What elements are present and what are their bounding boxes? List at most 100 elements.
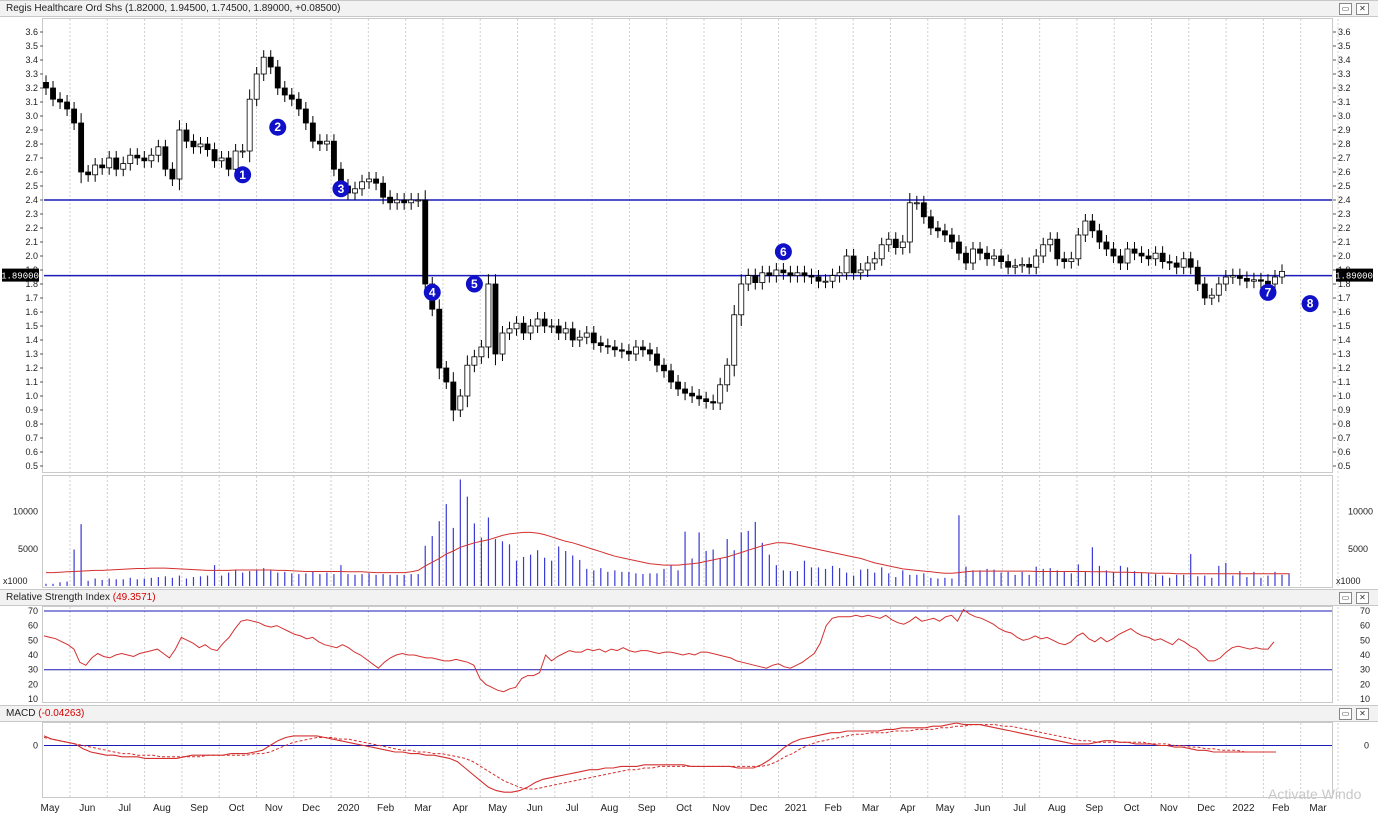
candle-up [239, 150, 246, 153]
x-tick-label: Nov [265, 803, 283, 814]
marker-circle-2 [269, 118, 287, 136]
macd-close-icon[interactable]: ✕ [1356, 708, 1369, 720]
candle-down [1243, 277, 1250, 282]
candle-down [1166, 261, 1173, 264]
rsi-title: Relative Strength Index [6, 592, 110, 603]
candle-down [710, 401, 717, 404]
candle-up [260, 56, 267, 75]
price-axis-label-right: 2.8 [1338, 139, 1351, 149]
rsi-axis-label-right: 30 [1360, 665, 1370, 675]
macd-restore-icon[interactable]: ▭ [1339, 708, 1352, 720]
candle-down [977, 248, 983, 254]
price-axis-label-right: 1.5 [1338, 321, 1351, 331]
candle-down [225, 157, 232, 170]
macd-pane[interactable] [42, 722, 1333, 798]
price-axis-label-right: 3.3 [1338, 69, 1351, 79]
macd-signal-line [43, 724, 1269, 790]
candle-down [1194, 266, 1201, 285]
candle-up [843, 255, 850, 274]
candle-up [829, 275, 836, 282]
candle-down [1110, 248, 1117, 257]
price-axis-label-left: 0.7 [25, 433, 38, 443]
candle-down [934, 227, 941, 232]
candle-up [148, 154, 155, 162]
candle-up [1019, 263, 1026, 267]
price-axis-label-left: 2.5 [25, 181, 38, 191]
candle-down [422, 199, 429, 285]
rsi-restore-icon[interactable]: ▭ [1339, 592, 1352, 604]
candle-down [331, 140, 337, 170]
price-axis-label-left: 2.9 [25, 125, 38, 135]
price-axis-label-left: 3.6 [25, 27, 38, 37]
price-axis-label-right: 3.5 [1338, 41, 1351, 51]
candle-up [1279, 270, 1285, 278]
price-axis-label-right: 1.8 [1338, 279, 1351, 289]
marker-label-8: 8 [1307, 297, 1314, 311]
candle-up [632, 346, 639, 355]
candle-up [464, 364, 471, 397]
x-tick-label: 2022 [1232, 803, 1255, 814]
candle-up [1082, 220, 1089, 236]
candle-up [253, 73, 260, 100]
rsi-axis-label-left: 10 [28, 694, 38, 704]
price-axis-label-left: 1.6 [25, 307, 38, 317]
candle-down [703, 398, 710, 402]
candle-up [527, 325, 534, 334]
candle-down [99, 164, 106, 169]
rsi-close-icon[interactable]: ✕ [1356, 592, 1369, 604]
candle-up [197, 143, 204, 148]
candle-down [373, 178, 379, 184]
price-axis-label-left: 1.5 [25, 321, 38, 331]
candle-up [1047, 238, 1054, 246]
candle-up [1229, 275, 1236, 278]
candle-down [1089, 220, 1096, 232]
candle-up [991, 255, 997, 260]
candle-down [801, 272, 808, 276]
candle-down [57, 98, 63, 103]
price-axis-label-left: 0.6 [25, 447, 38, 457]
price-axis-label-left: 1.7 [25, 293, 38, 303]
price-axis-label-right: 1.2 [1338, 363, 1351, 373]
candle-down [654, 353, 660, 366]
price-axis-label-left: 3.2 [25, 83, 38, 93]
candle-down [611, 346, 618, 351]
candle-up [822, 280, 829, 283]
candle-up [499, 332, 506, 355]
volume-pane[interactable] [42, 475, 1333, 588]
x-tick-label: May [41, 803, 60, 814]
x-tick-label: Oct [676, 803, 692, 814]
price-axis-label-right: 3.6 [1338, 27, 1351, 37]
macd-axis-label-left: 0 [33, 741, 38, 751]
marker-circle-1 [234, 166, 252, 184]
price-axis-label-right: 1.3 [1338, 349, 1351, 359]
macd-header: MACD (-0.04263) ▭ ✕ [0, 705, 1378, 722]
candle-down [1131, 248, 1138, 254]
x-tick-label: Sep [638, 803, 656, 814]
x-tick-label: May [936, 803, 955, 814]
price-axis-label-left: 2.6 [25, 167, 38, 177]
candle-down [141, 157, 148, 162]
candle-down [752, 275, 759, 284]
marker-label-3: 3 [338, 182, 345, 196]
marker-label-4: 4 [429, 285, 436, 299]
price-pane[interactable] [42, 18, 1333, 473]
price-axis-label-right: 1.4 [1338, 335, 1351, 345]
candle-up [232, 150, 239, 170]
candle-down [590, 332, 597, 344]
price-axis-label-right: 2.3 [1338, 209, 1351, 219]
x-tick-label: 2021 [785, 803, 808, 814]
close-icon[interactable]: ✕ [1356, 3, 1369, 15]
rsi-pane[interactable] [42, 606, 1333, 703]
candle-down [1061, 258, 1068, 262]
restore-icon[interactable]: ▭ [1339, 3, 1352, 15]
price-axis-label-left: 3.0 [25, 111, 38, 121]
candle-up [906, 202, 913, 243]
candle-down [302, 108, 309, 124]
macd-axis-label-right: 0 [1364, 741, 1369, 751]
macd-value: (-0.04263) [38, 708, 85, 719]
price-axis-label-left: 2.2 [25, 223, 38, 233]
candle-down [1054, 238, 1061, 260]
candle-down [71, 108, 78, 124]
marker-circle-7 [1259, 283, 1277, 301]
